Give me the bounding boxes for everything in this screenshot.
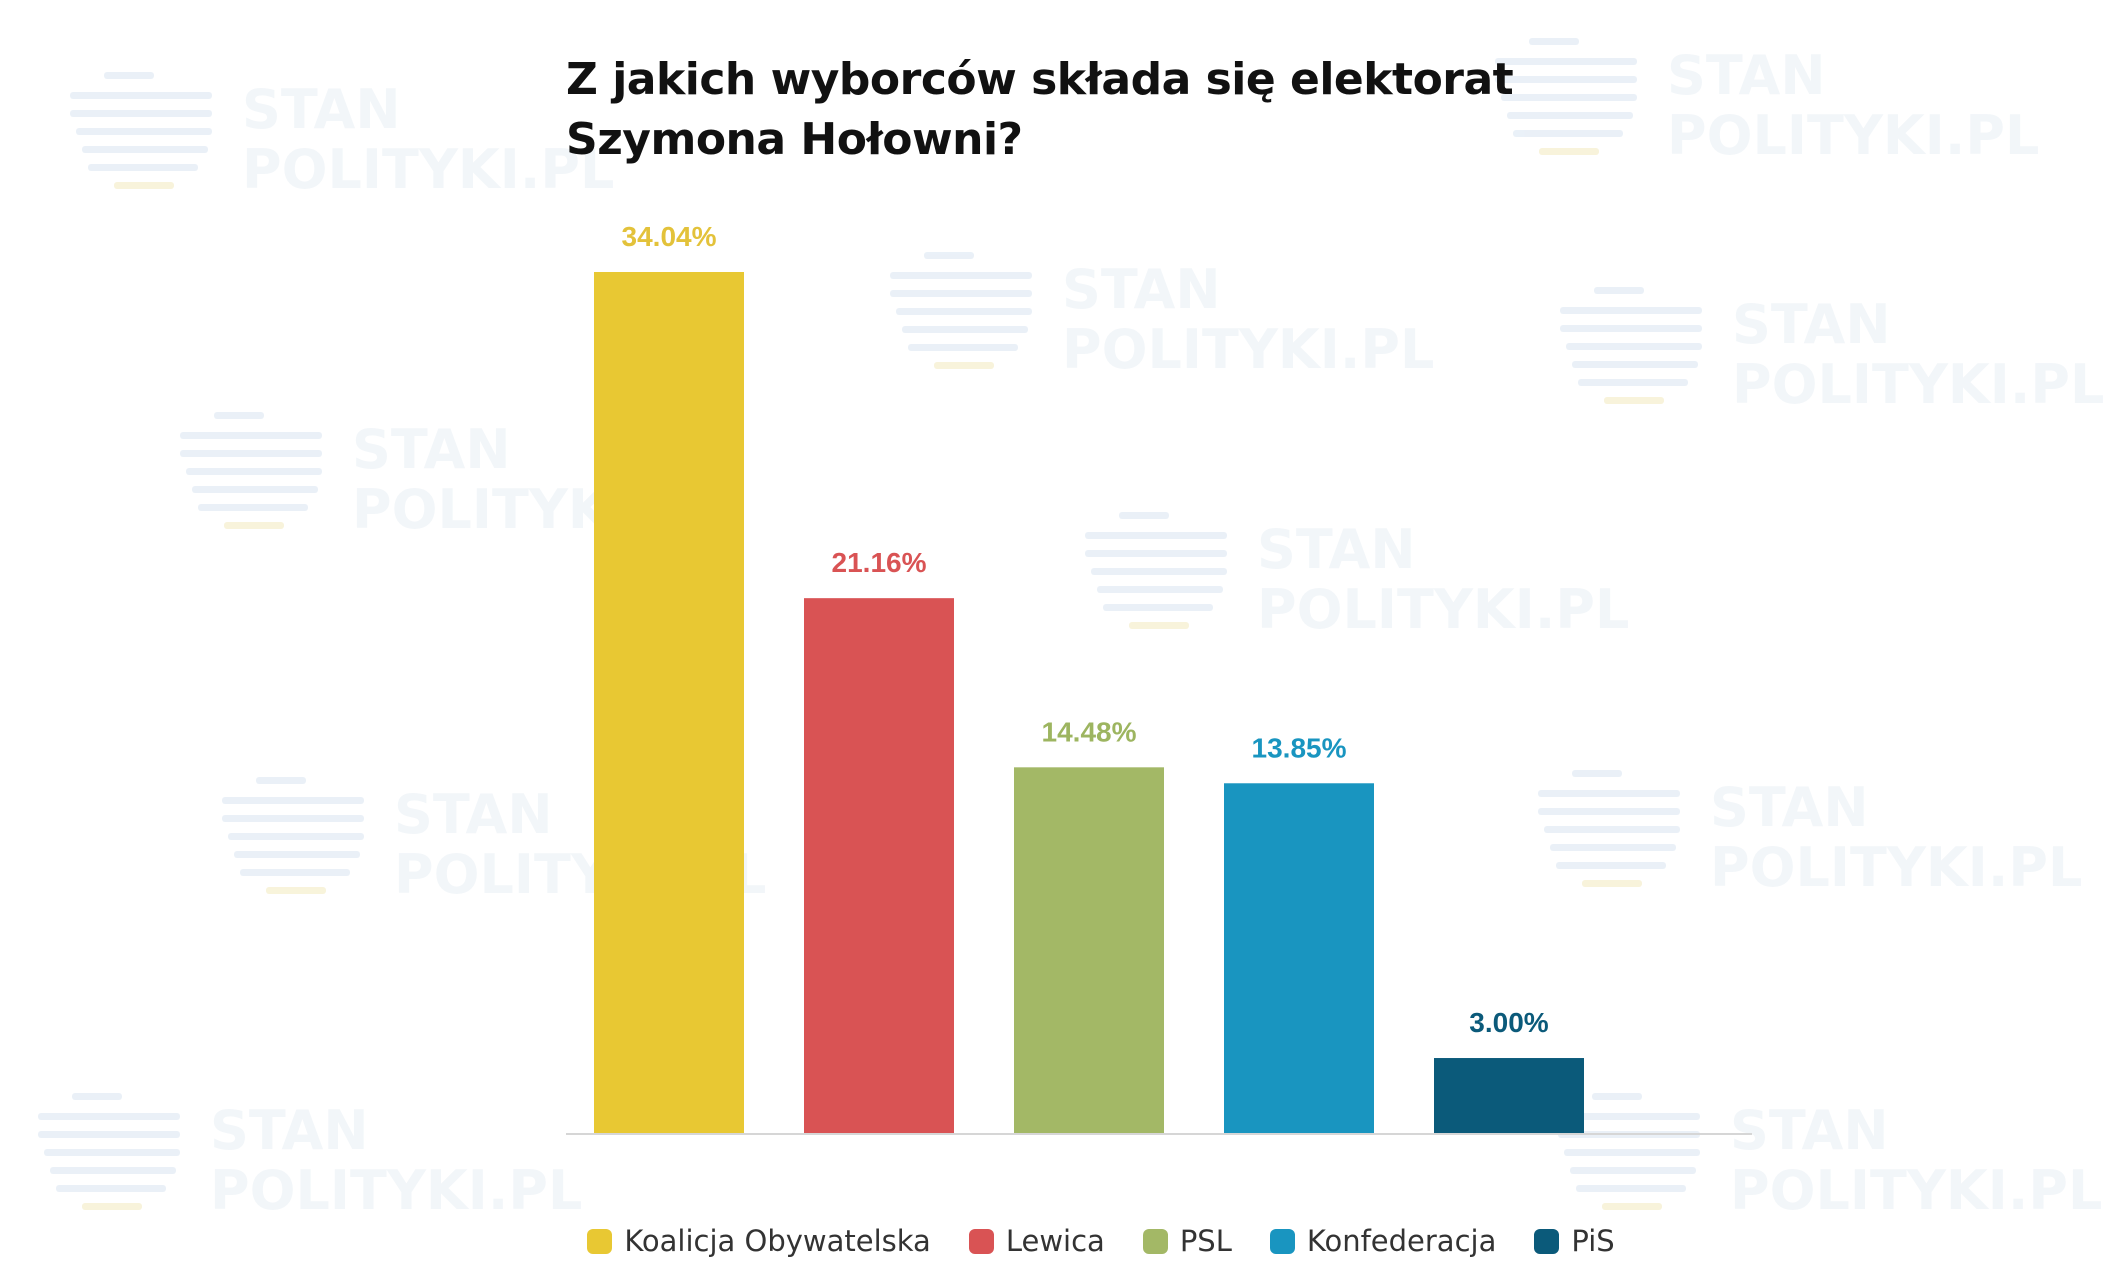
legend-swatch xyxy=(968,1228,994,1254)
legend-swatch xyxy=(1534,1228,1560,1254)
bar-lewica xyxy=(804,598,954,1134)
value-labels-layer: 34.04% 21.16% 14.48% 13.85% 3.00% xyxy=(622,221,1549,1038)
watermark-text-line2: POLITYKI.PL xyxy=(1667,104,2039,167)
data-label: 34.04% xyxy=(622,221,717,252)
watermark-text-line1: STAN xyxy=(1667,44,1826,107)
legend-swatch xyxy=(1269,1228,1295,1254)
watermark-text-line1: STAN xyxy=(1257,518,1416,581)
data-label: 13.85% xyxy=(1252,732,1347,763)
data-label: 14.48% xyxy=(1042,716,1137,747)
bar-psl xyxy=(1014,767,1164,1134)
legend-item[interactable]: Konfederacja xyxy=(1269,1224,1497,1258)
legend-label: PSL xyxy=(1179,1224,1232,1258)
watermark-text-line1: STAN xyxy=(394,783,553,846)
watermark-text-line2: POLITYKI.PL xyxy=(1710,836,2082,899)
watermark-text-line1: STAN xyxy=(1730,1099,1889,1162)
bars-layer xyxy=(594,272,1584,1134)
watermark-text-line2: POLITYKI.PL xyxy=(210,1159,582,1222)
watermark-text-line1: STAN xyxy=(1732,293,1891,356)
bar-koalicja-obywatelska xyxy=(594,272,744,1134)
legend-item[interactable]: PSL xyxy=(1142,1224,1232,1258)
watermark-text-line2: POLITYKI.PL xyxy=(1257,578,1629,641)
watermark-text-line1: STAN xyxy=(1710,776,1869,839)
watermark-text-line2: POLITYKI.PL xyxy=(242,138,614,201)
watermark-text-line1: STAN xyxy=(210,1099,369,1162)
legend-swatch xyxy=(587,1228,613,1254)
legend-label: Koalicja Obywatelska xyxy=(624,1224,931,1258)
legend-item[interactable]: Lewica xyxy=(968,1224,1105,1258)
bar-konfederacja xyxy=(1224,783,1374,1134)
legend-item[interactable]: PiS xyxy=(1534,1224,1615,1258)
bar-pis xyxy=(1434,1058,1584,1134)
legend-swatch xyxy=(1142,1228,1168,1254)
legend: Koalicja Obywatelska Lewica PSL Konfederacj… xyxy=(0,1224,2108,1258)
legend-label: Lewica xyxy=(1005,1224,1105,1258)
legend-item[interactable]: Koalicja Obywatelska xyxy=(587,1224,931,1258)
chart-title: Z jakich wyborców składa się elektorat S… xyxy=(566,54,1514,165)
watermark-text-line1: STAN xyxy=(352,418,511,481)
watermark-text-line1: STAN xyxy=(1062,258,1221,321)
watermark-text-line2: POLITYKI.PL xyxy=(1730,1159,2102,1222)
watermark-text-line2: POLITYKI.PL xyxy=(1732,353,2104,416)
data-label: 3.00% xyxy=(1469,1007,1548,1038)
data-label: 21.16% xyxy=(832,547,927,578)
legend-label: Konfederacja xyxy=(1306,1224,1497,1258)
watermark-text-line2: POLITYKI.PL xyxy=(1062,318,1434,381)
watermark-text-line1: STAN xyxy=(242,78,401,141)
legend-label: PiS xyxy=(1571,1224,1615,1258)
